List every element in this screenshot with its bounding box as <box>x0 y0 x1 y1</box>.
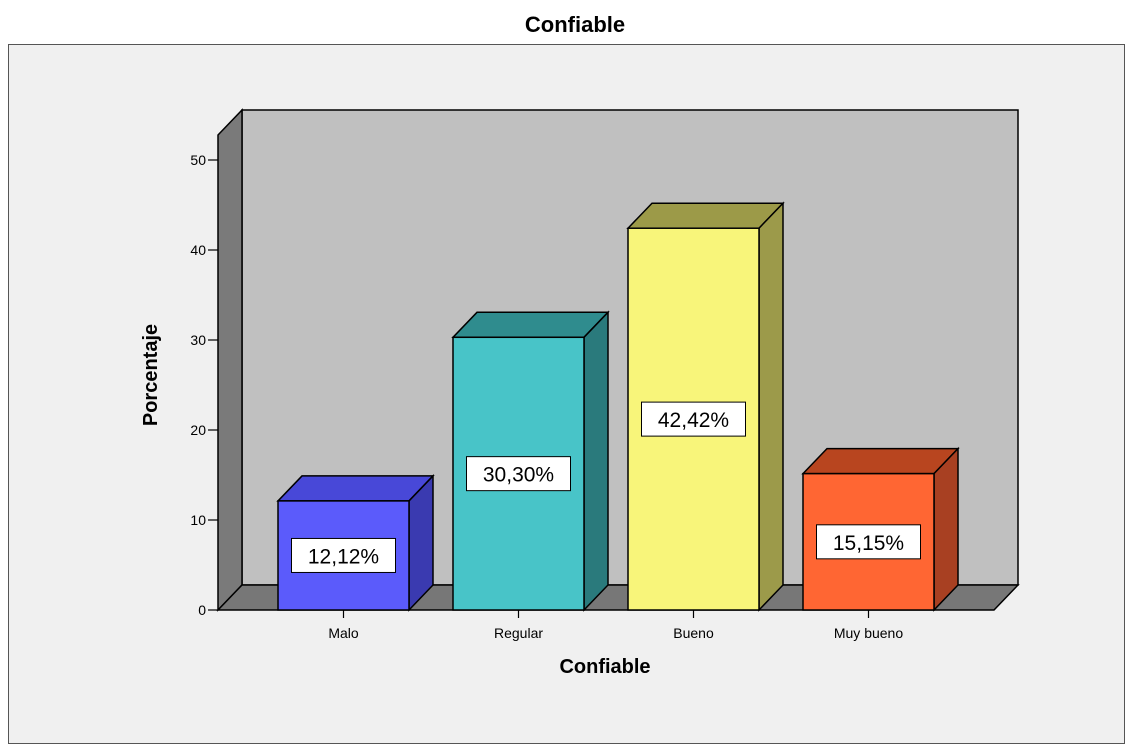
x-axis-title: Confiable <box>559 656 650 678</box>
y-tick-label: 0 <box>198 602 206 618</box>
bar-side <box>758 201 784 612</box>
bar-top <box>801 447 960 475</box>
bar-top <box>451 311 610 339</box>
data-label-box <box>466 456 571 492</box>
y-tick-label: 10 <box>190 512 206 528</box>
bar-side <box>933 446 959 612</box>
data-label-box <box>291 537 396 573</box>
data-label: 30,30% <box>483 464 554 487</box>
data-label-box <box>816 524 921 560</box>
bar-top <box>626 202 785 229</box>
bar-side <box>583 310 609 612</box>
y-axis-title: Porcentaje <box>140 324 162 426</box>
bar-top <box>276 475 435 502</box>
x-tick-label: Regular <box>494 625 543 641</box>
y-tick-label: 40 <box>190 242 206 258</box>
data-label: 15,15% <box>833 532 904 555</box>
x-tick-label: Bueno <box>673 625 714 641</box>
data-label-box <box>641 401 746 437</box>
chart-title: Confiable <box>524 12 626 37</box>
y-tick-label: 30 <box>190 332 206 348</box>
data-label: 42,42% <box>658 409 729 432</box>
y-tick-label: 20 <box>190 422 206 438</box>
x-tick-label: Muy bueno <box>834 625 903 641</box>
y-tick-label: 50 <box>190 152 206 168</box>
side-wall <box>217 108 243 612</box>
x-tick-label: Malo <box>328 625 359 641</box>
data-label: 12,12% <box>308 545 379 568</box>
